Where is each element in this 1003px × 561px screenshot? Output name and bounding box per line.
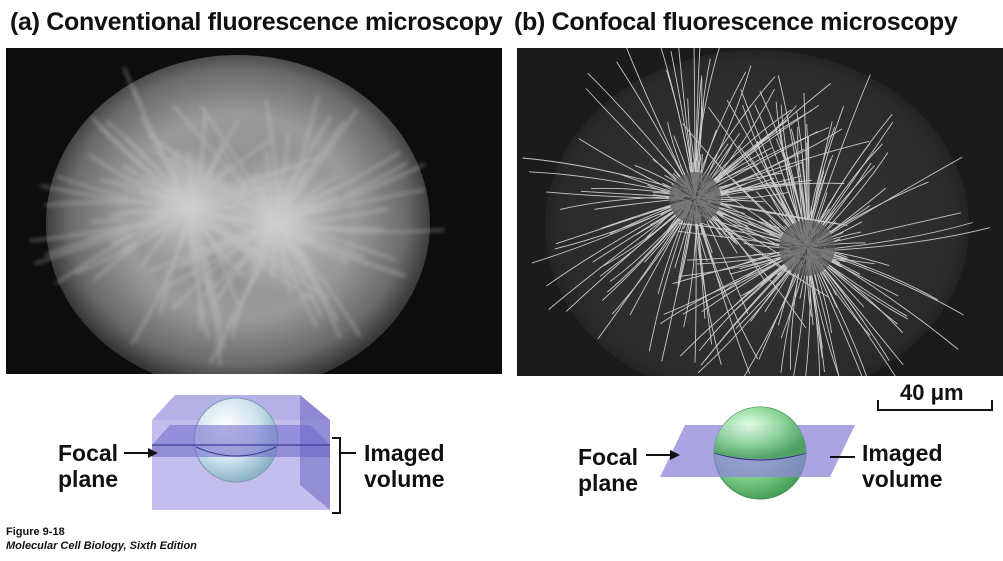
figure-caption: Figure 9-18 Molecular Cell Biology, Sixt… [6,525,197,553]
scale-bar-label: 40 μm [900,380,964,405]
scale-bar [877,400,993,411]
figure-number: Figure 9-18 [6,526,65,538]
conventional-micrograph [6,48,502,374]
imaged-volume-label-b: Imaged volume [862,440,943,492]
focal-plane-label-b: Focal plane [578,444,639,496]
imaged-volume-label-a: Imaged volume [364,440,445,492]
focal-plane [152,425,330,445]
panel-b-title: (b) Confocal fluorescence microscopy [514,8,958,36]
confocal-micrograph [517,48,1003,376]
focal-plane-label-a: Focal plane [58,440,119,492]
panel-a-title: (a) Conventional fluorescence microscopy [10,8,503,36]
confocal-diagram [646,406,855,500]
book-title: Molecular Cell Biology, Sixth Edition [6,540,197,552]
imaged-volume-bracket [332,437,341,514]
conventional-diagram [124,395,356,514]
